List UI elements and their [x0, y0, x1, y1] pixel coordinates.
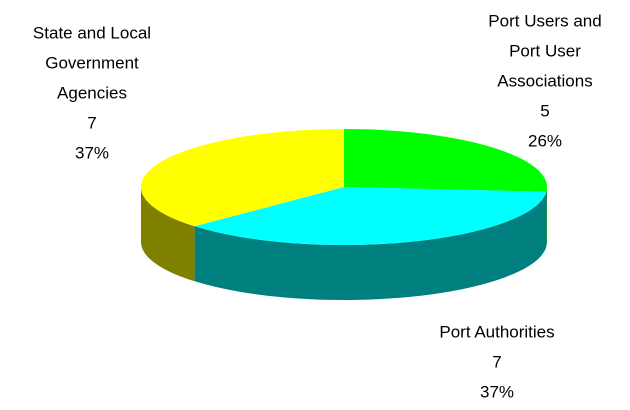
- slice-label: Port Users and: [488, 11, 601, 30]
- slice-label: Government: [45, 53, 139, 72]
- slice-value: 7: [87, 113, 96, 132]
- slice-label: Agencies: [57, 83, 127, 102]
- slice-label: Port User: [509, 41, 581, 60]
- slice-side: [141, 187, 195, 282]
- slice-value: 5: [540, 101, 549, 120]
- slice: [194, 187, 547, 245]
- slice-label: Port Authorities: [439, 322, 554, 341]
- slice-percent: 26%: [528, 131, 562, 150]
- slice-side: [546, 187, 547, 247]
- slice-percent: 37%: [75, 143, 109, 162]
- slice-side: [194, 191, 547, 301]
- slice-label: Associations: [497, 71, 592, 90]
- slice: [344, 129, 547, 192]
- slice-percent: 37%: [480, 382, 514, 401]
- slice-label: State and Local: [33, 23, 151, 42]
- slice: [140, 129, 344, 227]
- slice-value: 7: [492, 352, 501, 371]
